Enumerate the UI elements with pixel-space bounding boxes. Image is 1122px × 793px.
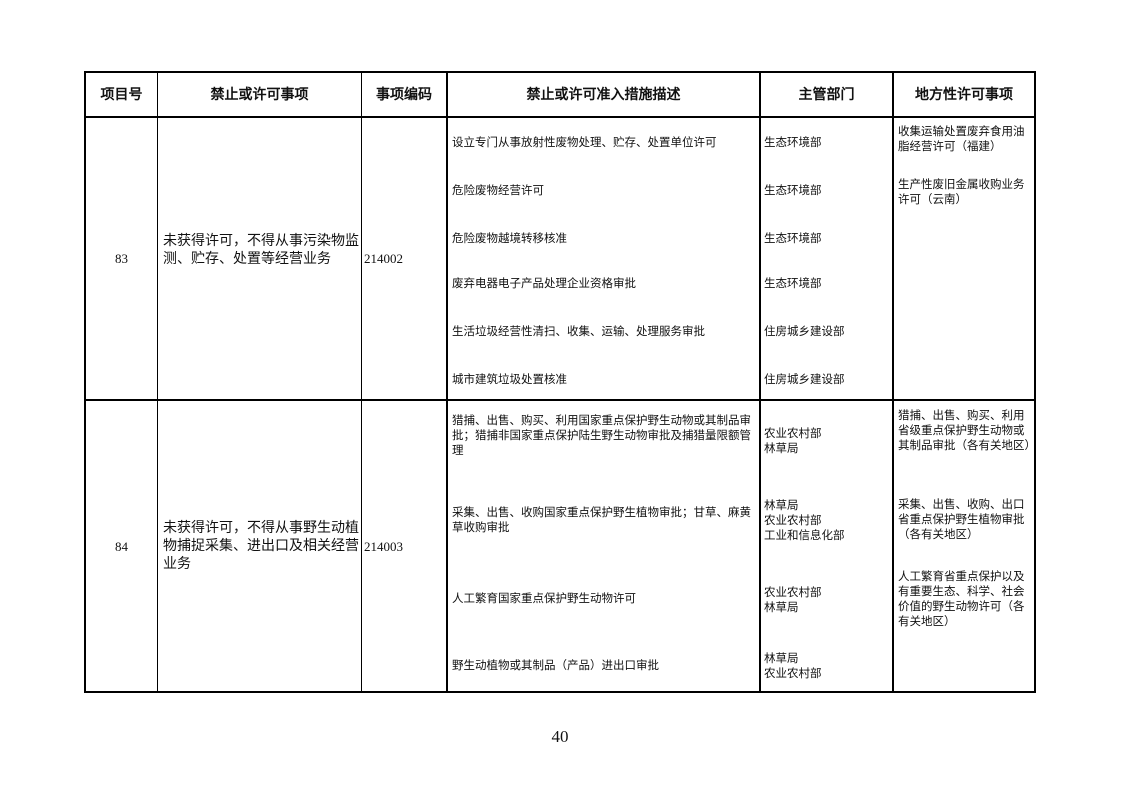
table-border-right [1034, 71, 1036, 693]
local-permit: 采集、出售、收购、出口省重点保护野生植物审批（各有关地区） [898, 497, 1025, 541]
local-permit: 人工繁育省重点保护以及有重要生态、科学、社会价值的野生动物许可（各有关地区） [898, 569, 1025, 628]
row-83-item: 未获得许可，不得从事污染物监测、贮存、处置等经营业务 [163, 233, 359, 267]
table-border-left [84, 71, 86, 693]
row-83-code: 214002 [364, 251, 403, 266]
measure-desc: 危险废物越境转移核准 [452, 231, 567, 245]
measure-desc: 设立专门从事放射性废物处理、贮存、处置单位许可 [452, 135, 717, 149]
measure-dept: 林草局 农业农村部 [764, 651, 822, 680]
header-measures: 禁止或许可准入措施描述 [526, 87, 681, 103]
measure-dept: 住房城乡建设部 [764, 324, 845, 338]
header-department: 主管部门 [798, 87, 855, 103]
measure-dept: 生态环境部 [764, 183, 822, 197]
column-divider [892, 71, 894, 693]
local-permit: 猎捕、出售、购买、利用省级重点保护野生动物或其制品审批（各有关地区） [898, 408, 1036, 452]
row-84-id: 84 [115, 539, 128, 554]
measure-desc: 生活垃圾经营性清扫、收集、运输、处理服务审批 [452, 324, 705, 338]
row-83-id: 83 [115, 251, 128, 266]
row-84-code: 214003 [364, 539, 403, 554]
header-local-permits: 地方性许可事项 [915, 87, 1013, 103]
local-permit: 收集运输处置废弃食用油脂经营许可（福建） [898, 124, 1025, 153]
table-border-bottom [84, 691, 1036, 693]
header-item: 禁止或许可事项 [210, 87, 309, 103]
measure-desc: 废弃电器电子产品处理企业资格审批 [452, 276, 636, 290]
measure-desc: 野生动植物或其制品（产品）进出口审批 [452, 658, 659, 672]
column-divider [361, 71, 362, 693]
row-84-item: 未获得许可，不得从事野生动植物捕捉采集、进出口及相关经营业务 [163, 520, 359, 572]
measure-dept: 住房城乡建设部 [764, 372, 845, 386]
measure-dept: 生态环境部 [764, 276, 822, 290]
measure-desc: 城市建筑垃圾处置核准 [452, 372, 567, 386]
row-divider [84, 399, 1036, 401]
measure-dept: 农业农村部 林草局 [764, 426, 822, 455]
header-divider [84, 116, 1036, 118]
column-divider [759, 71, 761, 693]
column-divider [446, 71, 448, 693]
measure-desc: 采集、出售、收购国家重点保护野生植物审批；甘草、麻黄草收购审批 [452, 505, 751, 534]
local-permit: 生产性废旧金属收购业务许可（云南） [898, 177, 1025, 206]
measure-dept: 生态环境部 [764, 231, 822, 245]
page-number: 40 [551, 727, 569, 746]
header-code: 事项编码 [376, 87, 432, 103]
measure-desc: 猎捕、出售、购买、利用国家重点保护野生动物或其制品审批；猎捕非国家重点保护陆生野… [452, 413, 751, 457]
column-divider [157, 71, 158, 693]
measure-dept: 林草局 农业农村部 工业和信息化部 [764, 498, 845, 542]
header-item-no: 项目号 [100, 87, 143, 103]
measure-desc: 危险废物经营许可 [452, 183, 544, 197]
measure-dept: 农业农村部 林草局 [764, 585, 822, 614]
measure-desc: 人工繁育国家重点保护野生动物许可 [452, 591, 636, 605]
measure-dept: 生态环境部 [764, 135, 822, 149]
table-border-top [84, 71, 1036, 73]
